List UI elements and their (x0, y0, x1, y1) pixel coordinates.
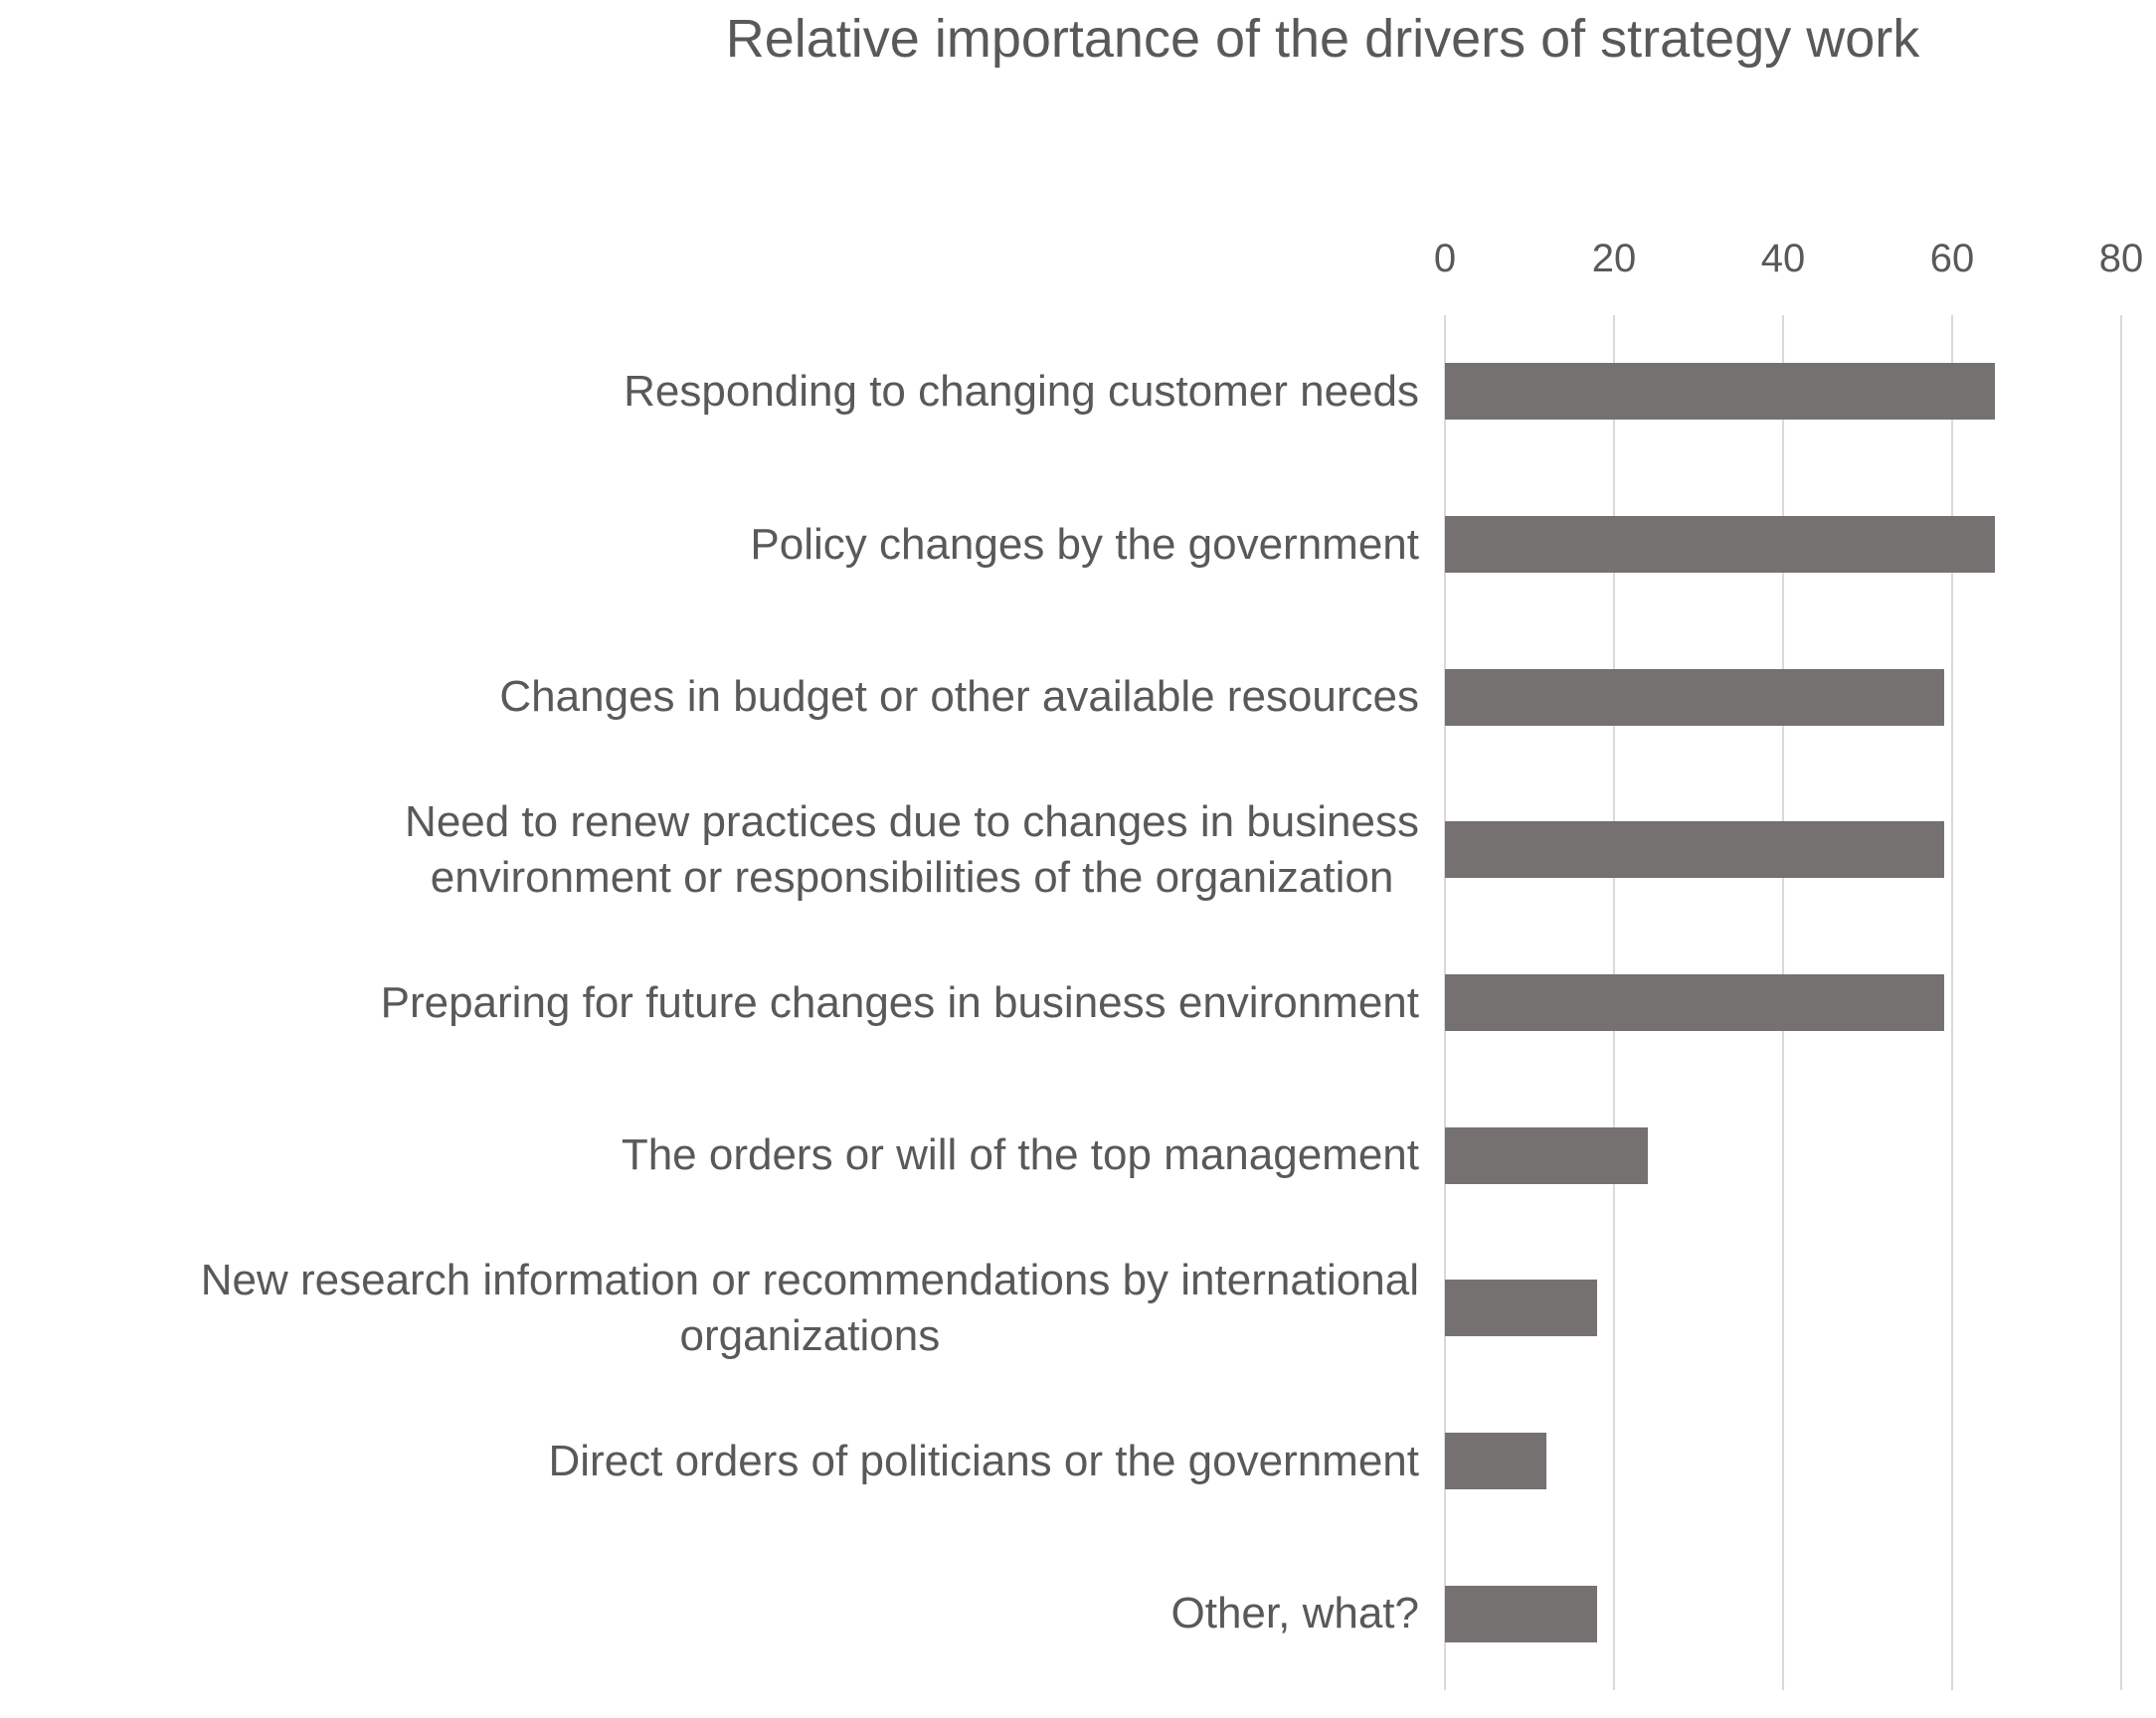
bar (1445, 1585, 1597, 1642)
category-label-cell: The orders or will of the top management (0, 1127, 1445, 1183)
bar (1445, 1126, 1648, 1184)
chart-row: Policy changes by the government (0, 468, 2121, 621)
category-label-cell: Other, what? (0, 1586, 1445, 1641)
bar (1445, 1280, 1597, 1337)
chart-row: Changes in budget or other available res… (0, 620, 2121, 773)
category-label: Policy changes by the government (750, 519, 1419, 569)
x-axis-tick-label: 0 (1433, 237, 1457, 280)
category-label-cell: Preparing for future changes in business… (0, 975, 1445, 1031)
bar-cell (1445, 1232, 2121, 1385)
category-label: New research information or recommendati… (200, 1255, 1419, 1360)
bar-cell (1445, 468, 2121, 621)
category-label-cell: Responding to changing customer needs (0, 364, 1445, 420)
x-axis-tick-label: 80 (2098, 237, 2144, 280)
chart-row: Preparing for future changes in business… (0, 927, 2121, 1080)
chart-row: The orders or will of the top management (0, 1079, 2121, 1232)
category-label: Preparing for future changes in business… (380, 977, 1419, 1027)
category-label-cell: New research information or recommendati… (0, 1253, 1445, 1364)
bar-cell (1445, 1537, 2121, 1690)
category-label: Other, what? (1170, 1589, 1419, 1638)
bar (1445, 974, 1944, 1032)
x-axis-tick-label: 40 (1760, 237, 1806, 280)
bar-cell (1445, 773, 2121, 927)
category-label: Changes in budget or other available res… (499, 672, 1419, 722)
bar-cell (1445, 315, 2121, 468)
chart-title: Relative importance of the drivers of st… (725, 9, 1920, 69)
bar-cell (1445, 1385, 2121, 1538)
x-axis-tick-label: 60 (1929, 237, 1975, 280)
gridline (1951, 315, 1953, 1690)
chart-rows: Responding to changing customer needs Pol… (0, 315, 2121, 1690)
chart-row: Other, what? (0, 1537, 2121, 1690)
bar (1445, 1433, 1546, 1490)
gridline (2120, 315, 2122, 1690)
bar (1445, 516, 1995, 573)
chart-row: New research information or recommendati… (0, 1232, 2121, 1385)
chart-row: Need to renew practices due to changes i… (0, 773, 2121, 927)
x-axis-tick-label: 20 (1591, 237, 1637, 280)
bar (1445, 668, 1944, 726)
bar (1445, 363, 1995, 421)
category-label-cell: Need to renew practices due to changes i… (0, 794, 1445, 906)
bar-cell (1445, 927, 2121, 1080)
chart-row: Responding to changing customer needs (0, 315, 2121, 468)
category-label: Responding to changing customer needs (624, 366, 1419, 416)
category-label: Direct orders of politicians or the gove… (548, 1436, 1419, 1485)
category-label-cell: Changes in budget or other available res… (0, 669, 1445, 725)
bar (1445, 821, 1944, 879)
category-label-cell: Direct orders of politicians or the gove… (0, 1434, 1445, 1489)
bar-cell (1445, 620, 2121, 773)
category-label-cell: Policy changes by the government (0, 517, 1445, 573)
chart-row: Direct orders of politicians or the gove… (0, 1385, 2121, 1538)
category-label: The orders or will of the top management (621, 1130, 1419, 1180)
category-label: Need to renew practices due to changes i… (405, 796, 1419, 902)
bar-cell (1445, 1079, 2121, 1232)
